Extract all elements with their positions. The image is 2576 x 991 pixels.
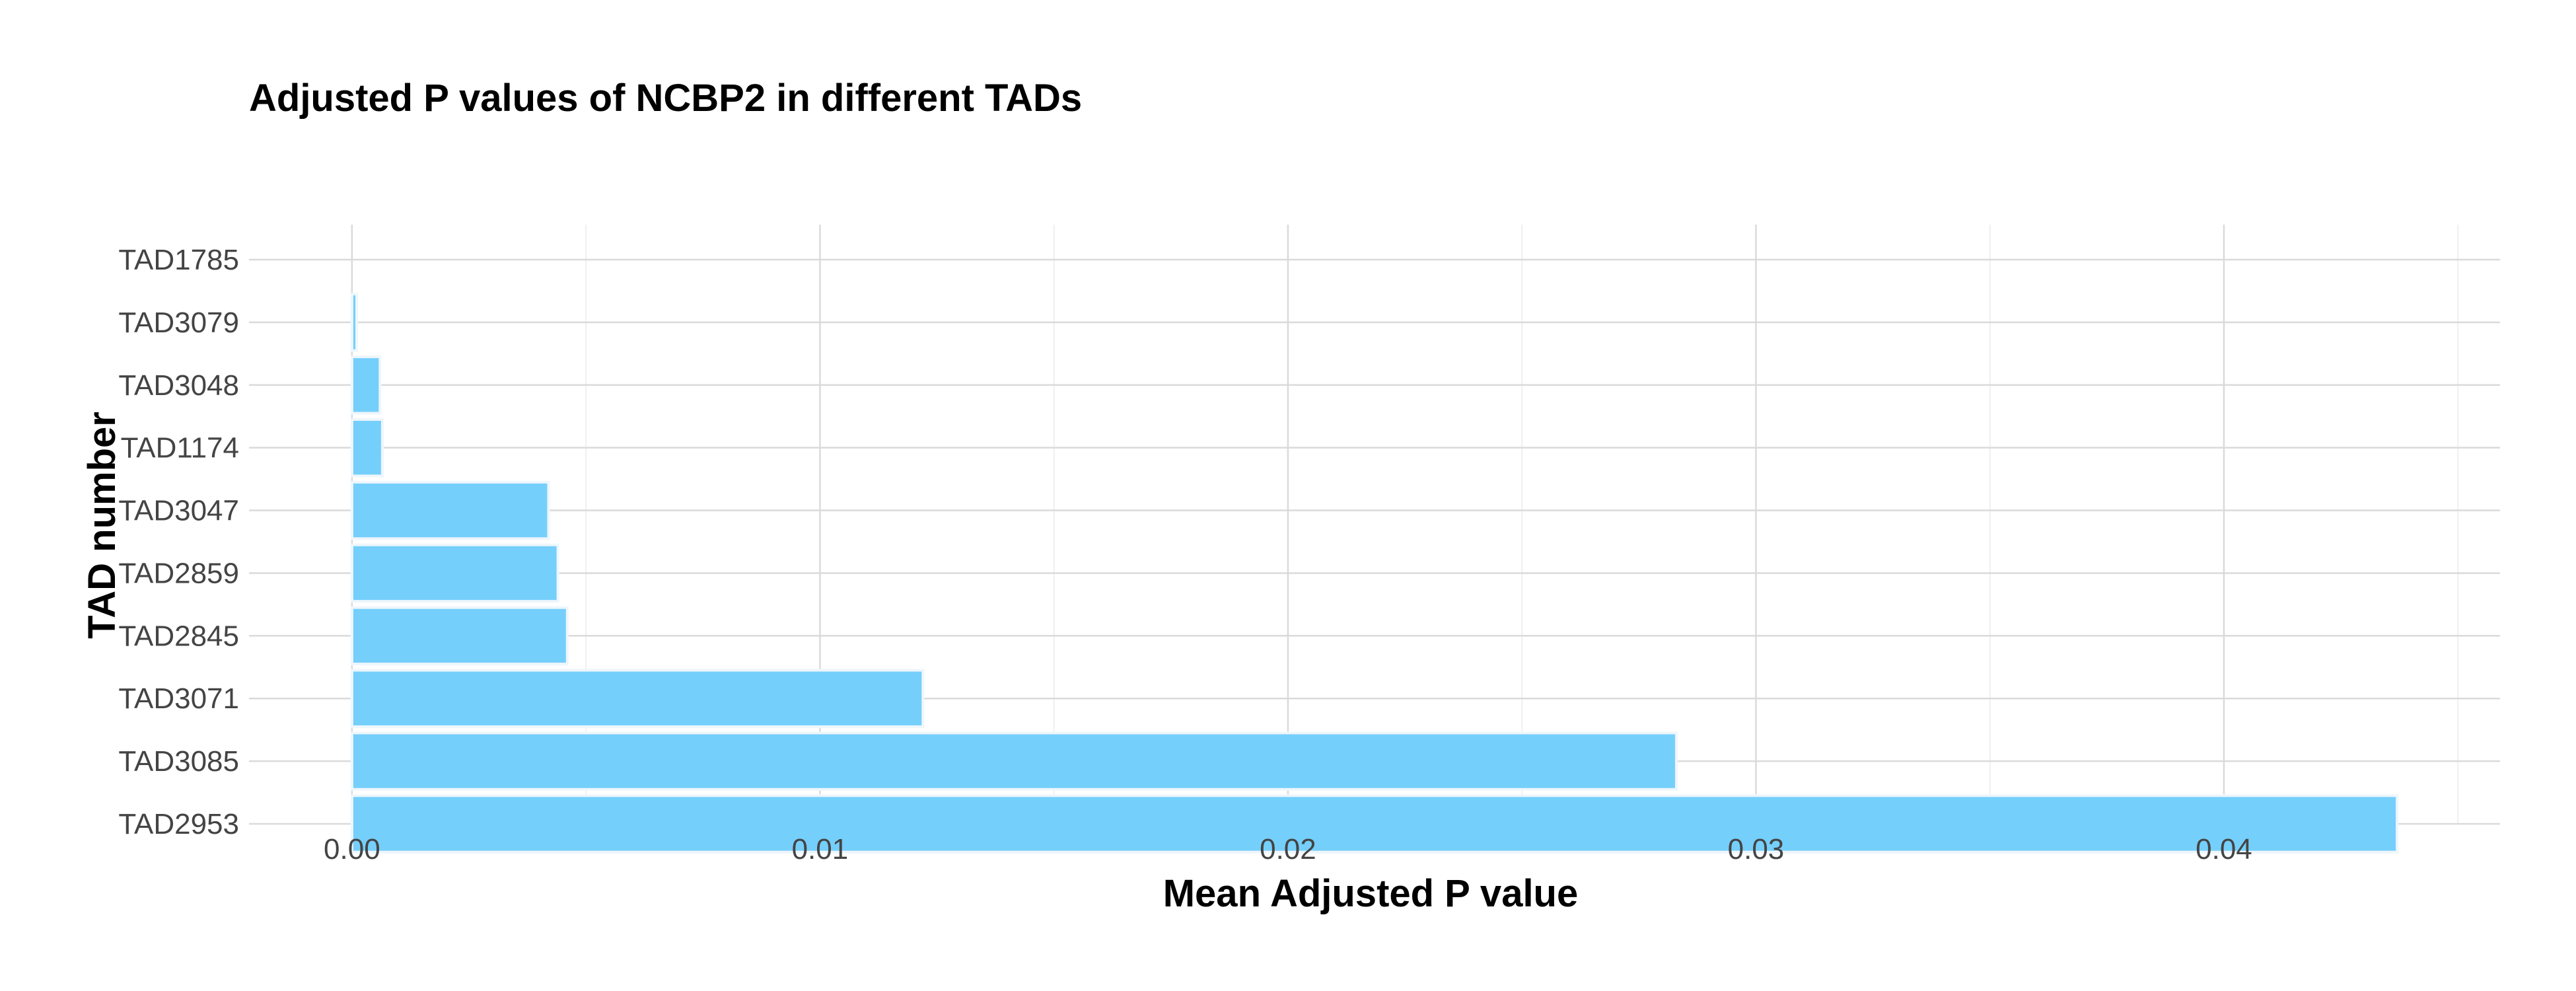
bar-tad2953 xyxy=(350,794,2399,854)
y-tick-label: TAD2845 xyxy=(118,620,239,652)
chart-title: Adjusted P values of NCBP2 in different … xyxy=(249,77,1082,120)
bar-tad3071 xyxy=(350,669,925,728)
bar-tad1174 xyxy=(350,418,384,478)
bar-tad2845 xyxy=(350,606,569,666)
y-tick-label: TAD3079 xyxy=(118,307,239,339)
y-tick-label: TAD1174 xyxy=(121,432,239,464)
x-tick-labels: 0.00 0.01 0.02 0.03 0.04 xyxy=(324,833,2252,865)
bar-tad2859 xyxy=(350,543,559,603)
y-tick-label: TAD3048 xyxy=(118,369,239,402)
bar-tad3085 xyxy=(350,731,1678,791)
x-tick-label: 0.02 xyxy=(1260,833,1316,865)
y-tick-labels: TAD1785 TAD3079 TAD3048 TAD1174 TAD3047 TAD28… xyxy=(118,244,239,840)
y-tick-label: TAD3085 xyxy=(118,745,239,778)
x-tick-label: 0.00 xyxy=(324,833,380,865)
x-tick-label: 0.01 xyxy=(792,833,849,865)
y-axis-title: TAD number xyxy=(81,412,124,639)
y-tick-label: TAD2859 xyxy=(118,557,239,589)
y-tick-label: TAD1785 xyxy=(118,244,239,276)
bars xyxy=(350,293,2399,854)
x-tick-label: 0.04 xyxy=(2196,833,2252,865)
bar-tad3048 xyxy=(350,355,382,415)
x-axis-title: Mean Adjusted P value xyxy=(1163,872,1579,915)
y-tick-label: TAD3047 xyxy=(118,495,239,527)
y-tick-label: TAD3071 xyxy=(118,682,239,715)
x-tick-label: 0.03 xyxy=(1728,833,1785,865)
bar-tad3079 xyxy=(350,293,358,352)
bar-tad3047 xyxy=(350,480,550,540)
y-tick-label: TAD2953 xyxy=(118,808,239,840)
